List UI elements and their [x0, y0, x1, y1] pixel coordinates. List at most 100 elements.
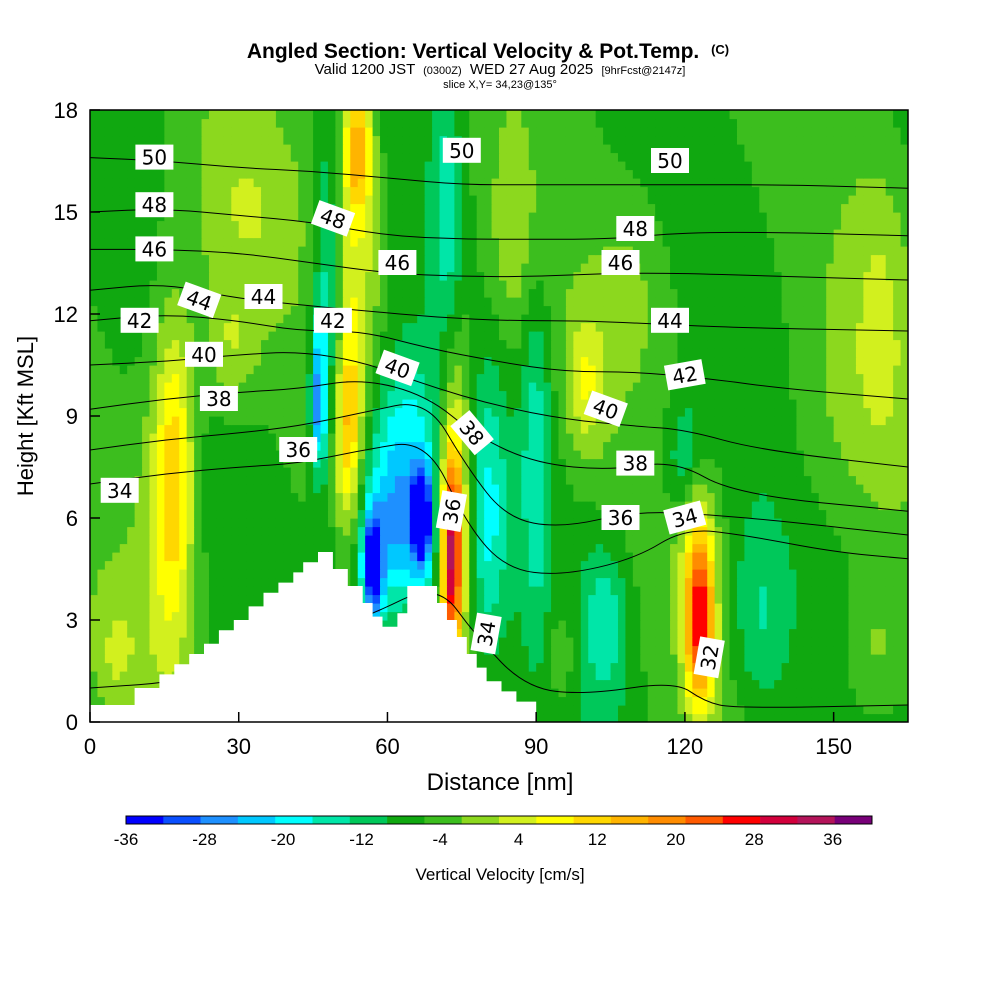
velocity-cell — [142, 526, 151, 536]
velocity-cell — [134, 458, 143, 468]
velocity-cell — [863, 407, 872, 417]
velocity-cell — [104, 416, 113, 426]
velocity-cell — [610, 450, 619, 460]
velocity-cell — [714, 569, 723, 579]
velocity-cell — [238, 577, 247, 587]
velocity-cell — [268, 492, 277, 502]
velocity-cell — [387, 492, 396, 502]
velocity-cell — [342, 450, 351, 460]
velocity-cell — [803, 662, 812, 672]
velocity-cell — [781, 705, 790, 715]
velocity-cell — [268, 560, 277, 570]
velocity-cell — [803, 373, 812, 383]
chart-title: Angled Section: Vertical Velocity & Pot.… — [247, 40, 729, 63]
velocity-cell — [573, 484, 582, 494]
velocity-cell — [194, 467, 203, 477]
velocity-cell — [142, 339, 151, 349]
velocity-cell — [305, 399, 314, 409]
velocity-cell — [893, 671, 902, 681]
velocity-cell — [833, 356, 842, 366]
velocity-cell — [112, 560, 121, 570]
velocity-cell — [387, 399, 396, 409]
velocity-cell — [744, 526, 753, 536]
velocity-cell — [826, 637, 835, 647]
velocity-cell — [818, 467, 827, 477]
velocity-cell — [826, 348, 835, 358]
velocity-cell — [900, 594, 908, 604]
velocity-cell — [134, 501, 143, 511]
velocity-cell — [573, 509, 582, 519]
velocity-cell — [469, 407, 478, 417]
velocity-cell — [759, 390, 768, 400]
velocity-cell — [580, 399, 589, 409]
velocity-cell — [216, 501, 225, 511]
velocity-cell — [774, 705, 783, 715]
velocity-cell — [156, 450, 165, 460]
velocity-cell — [670, 654, 679, 664]
velocity-cell — [97, 671, 106, 681]
velocity-cell — [640, 620, 649, 630]
velocity-cell — [558, 713, 567, 722]
velocity-cell — [878, 416, 887, 426]
velocity-cell — [655, 492, 664, 502]
velocity-cell — [536, 433, 545, 443]
velocity-cell — [298, 492, 307, 502]
velocity-cell — [134, 433, 143, 443]
velocity-cell — [692, 569, 701, 579]
velocity-cell — [513, 390, 522, 400]
velocity-cell — [194, 407, 203, 417]
velocity-cell — [499, 594, 508, 604]
velocity-cell — [595, 424, 604, 434]
velocity-cell — [885, 475, 894, 485]
velocity-cell — [201, 637, 210, 647]
velocity-cell — [156, 416, 165, 426]
velocity-cell — [736, 543, 745, 553]
velocity-cell — [499, 356, 508, 366]
velocity-cell — [372, 390, 381, 400]
velocity-cell — [201, 628, 210, 638]
velocity-cell — [617, 424, 627, 434]
velocity-cell — [818, 441, 827, 451]
velocity-cell — [350, 560, 359, 570]
velocity-cell — [171, 552, 180, 562]
velocity-cell — [655, 475, 664, 485]
velocity-cell — [617, 365, 627, 375]
velocity-cell — [357, 433, 366, 443]
velocity-cell — [521, 450, 530, 460]
velocity-cell — [826, 620, 835, 630]
velocity-cell — [692, 450, 701, 460]
velocity-cell — [766, 535, 775, 545]
velocity-cell — [670, 441, 679, 451]
velocity-cell — [580, 637, 589, 647]
velocity-cell — [885, 424, 894, 434]
velocity-cell — [231, 467, 240, 477]
velocity-cell — [870, 560, 879, 570]
velocity-cell — [662, 577, 671, 587]
velocity-cell — [149, 526, 158, 536]
velocity-cell — [223, 339, 232, 349]
velocity-cell — [625, 475, 634, 485]
velocity-cell — [625, 526, 634, 536]
velocity-cell — [543, 424, 552, 434]
velocity-cell — [811, 586, 820, 596]
velocity-cell — [246, 509, 255, 519]
velocity-cell — [238, 501, 247, 511]
velocity-cell — [327, 484, 336, 494]
velocity-cell — [194, 518, 203, 528]
velocity-cell — [841, 543, 850, 553]
velocity-cell — [394, 535, 403, 545]
velocity-cell — [104, 518, 113, 528]
velocity-cell — [313, 424, 322, 434]
velocity-cell — [841, 645, 850, 655]
velocity-cell — [863, 484, 872, 494]
velocity-cell — [112, 552, 121, 562]
velocity-cell — [231, 458, 240, 468]
velocity-cell — [432, 501, 441, 511]
velocity-cell — [387, 603, 396, 613]
velocity-cell — [223, 416, 232, 426]
velocity-cell — [833, 501, 842, 511]
velocity-cell — [759, 603, 768, 613]
velocity-cell — [818, 399, 827, 409]
velocity-cell — [893, 535, 902, 545]
velocity-cell — [699, 458, 708, 468]
